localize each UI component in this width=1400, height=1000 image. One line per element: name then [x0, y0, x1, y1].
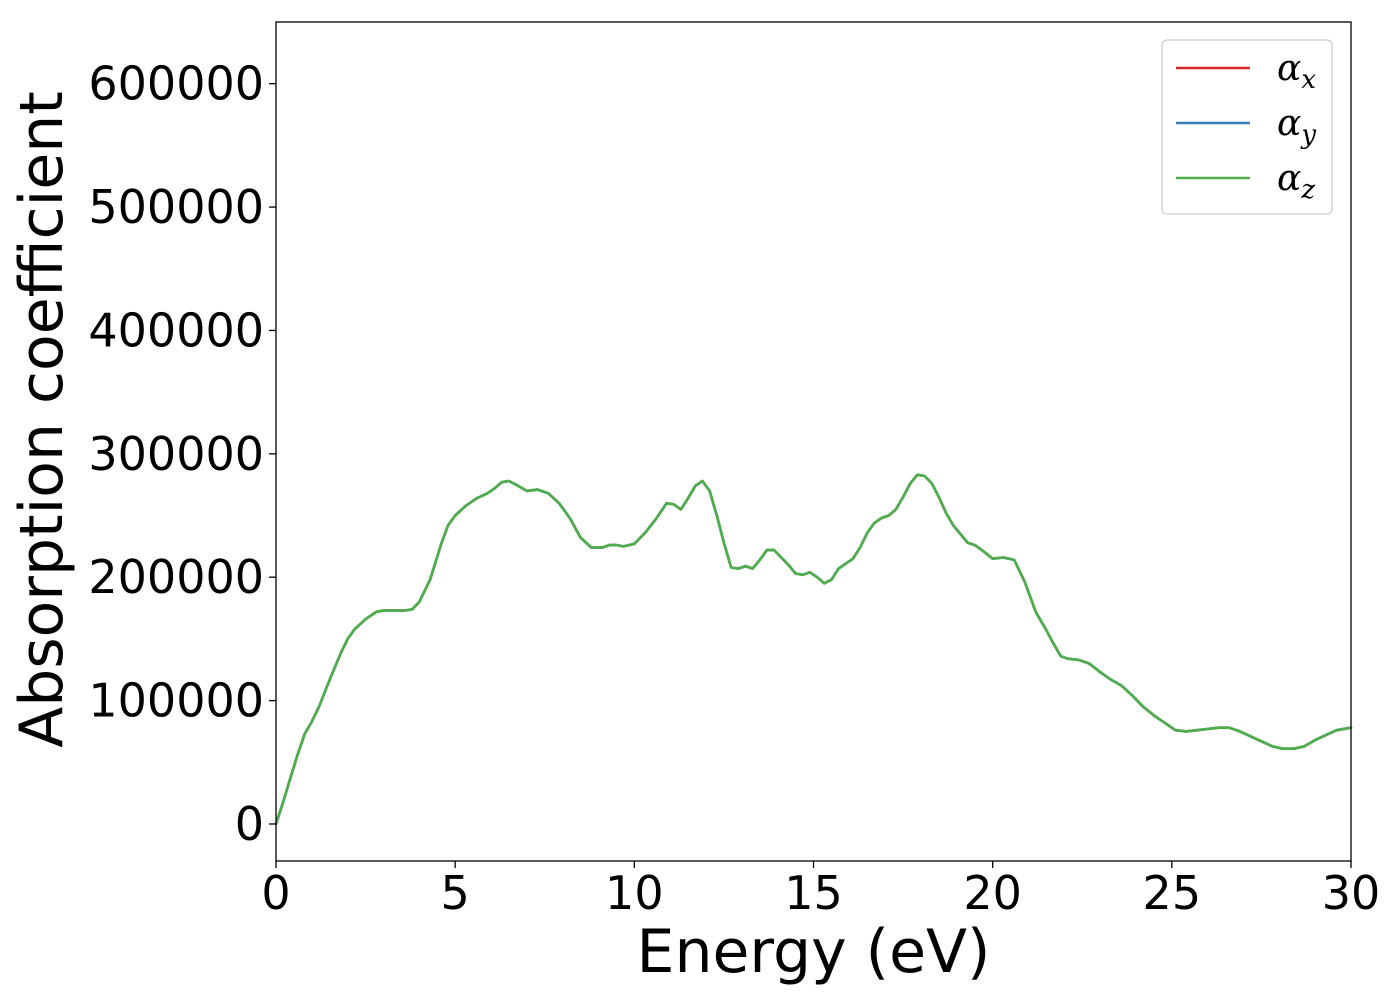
x-tick-label: 25: [1143, 866, 1202, 920]
x-tick-label: 30: [1322, 866, 1381, 920]
x-axis-label: Energy (eV): [637, 917, 991, 987]
legend-label-main: α: [1277, 158, 1301, 199]
x-tick-label: 20: [963, 866, 1022, 920]
legend-label-sub: y: [1300, 120, 1316, 150]
x-tick-label: 15: [784, 866, 843, 920]
legend-label-main: α: [1277, 48, 1301, 89]
y-axis-label: Absorption coefficient: [7, 91, 77, 748]
y-tick-label: 300000: [88, 427, 264, 481]
series-line-z: [274, 473, 1353, 826]
y-tick-label: 400000: [88, 303, 264, 357]
legend-label-x: αx: [1277, 48, 1316, 95]
series-layer: [274, 473, 1353, 826]
legend-label-z: αz: [1277, 158, 1315, 205]
legend-label-sub: x: [1301, 65, 1316, 95]
legend-label-y: αy: [1277, 103, 1316, 150]
legend-label-main: α: [1277, 103, 1301, 144]
y-tick-label: 500000: [88, 180, 264, 234]
y-tick-label: 600000: [88, 57, 264, 111]
x-tick-label: 0: [261, 866, 290, 920]
x-tick-label: 5: [441, 866, 470, 920]
y-tick-label: 200000: [88, 550, 264, 604]
legend-label-sub: z: [1300, 175, 1315, 205]
x-tick-label: 10: [605, 866, 664, 920]
ticks-layer: 0 5 10 15 20 25 30 0 100000 200000 300000 400000 500…: [88, 57, 1380, 920]
y-tick-label: 0: [235, 797, 264, 851]
y-tick-label: 100000: [88, 674, 264, 728]
legend-box: [1161, 39, 1333, 215]
